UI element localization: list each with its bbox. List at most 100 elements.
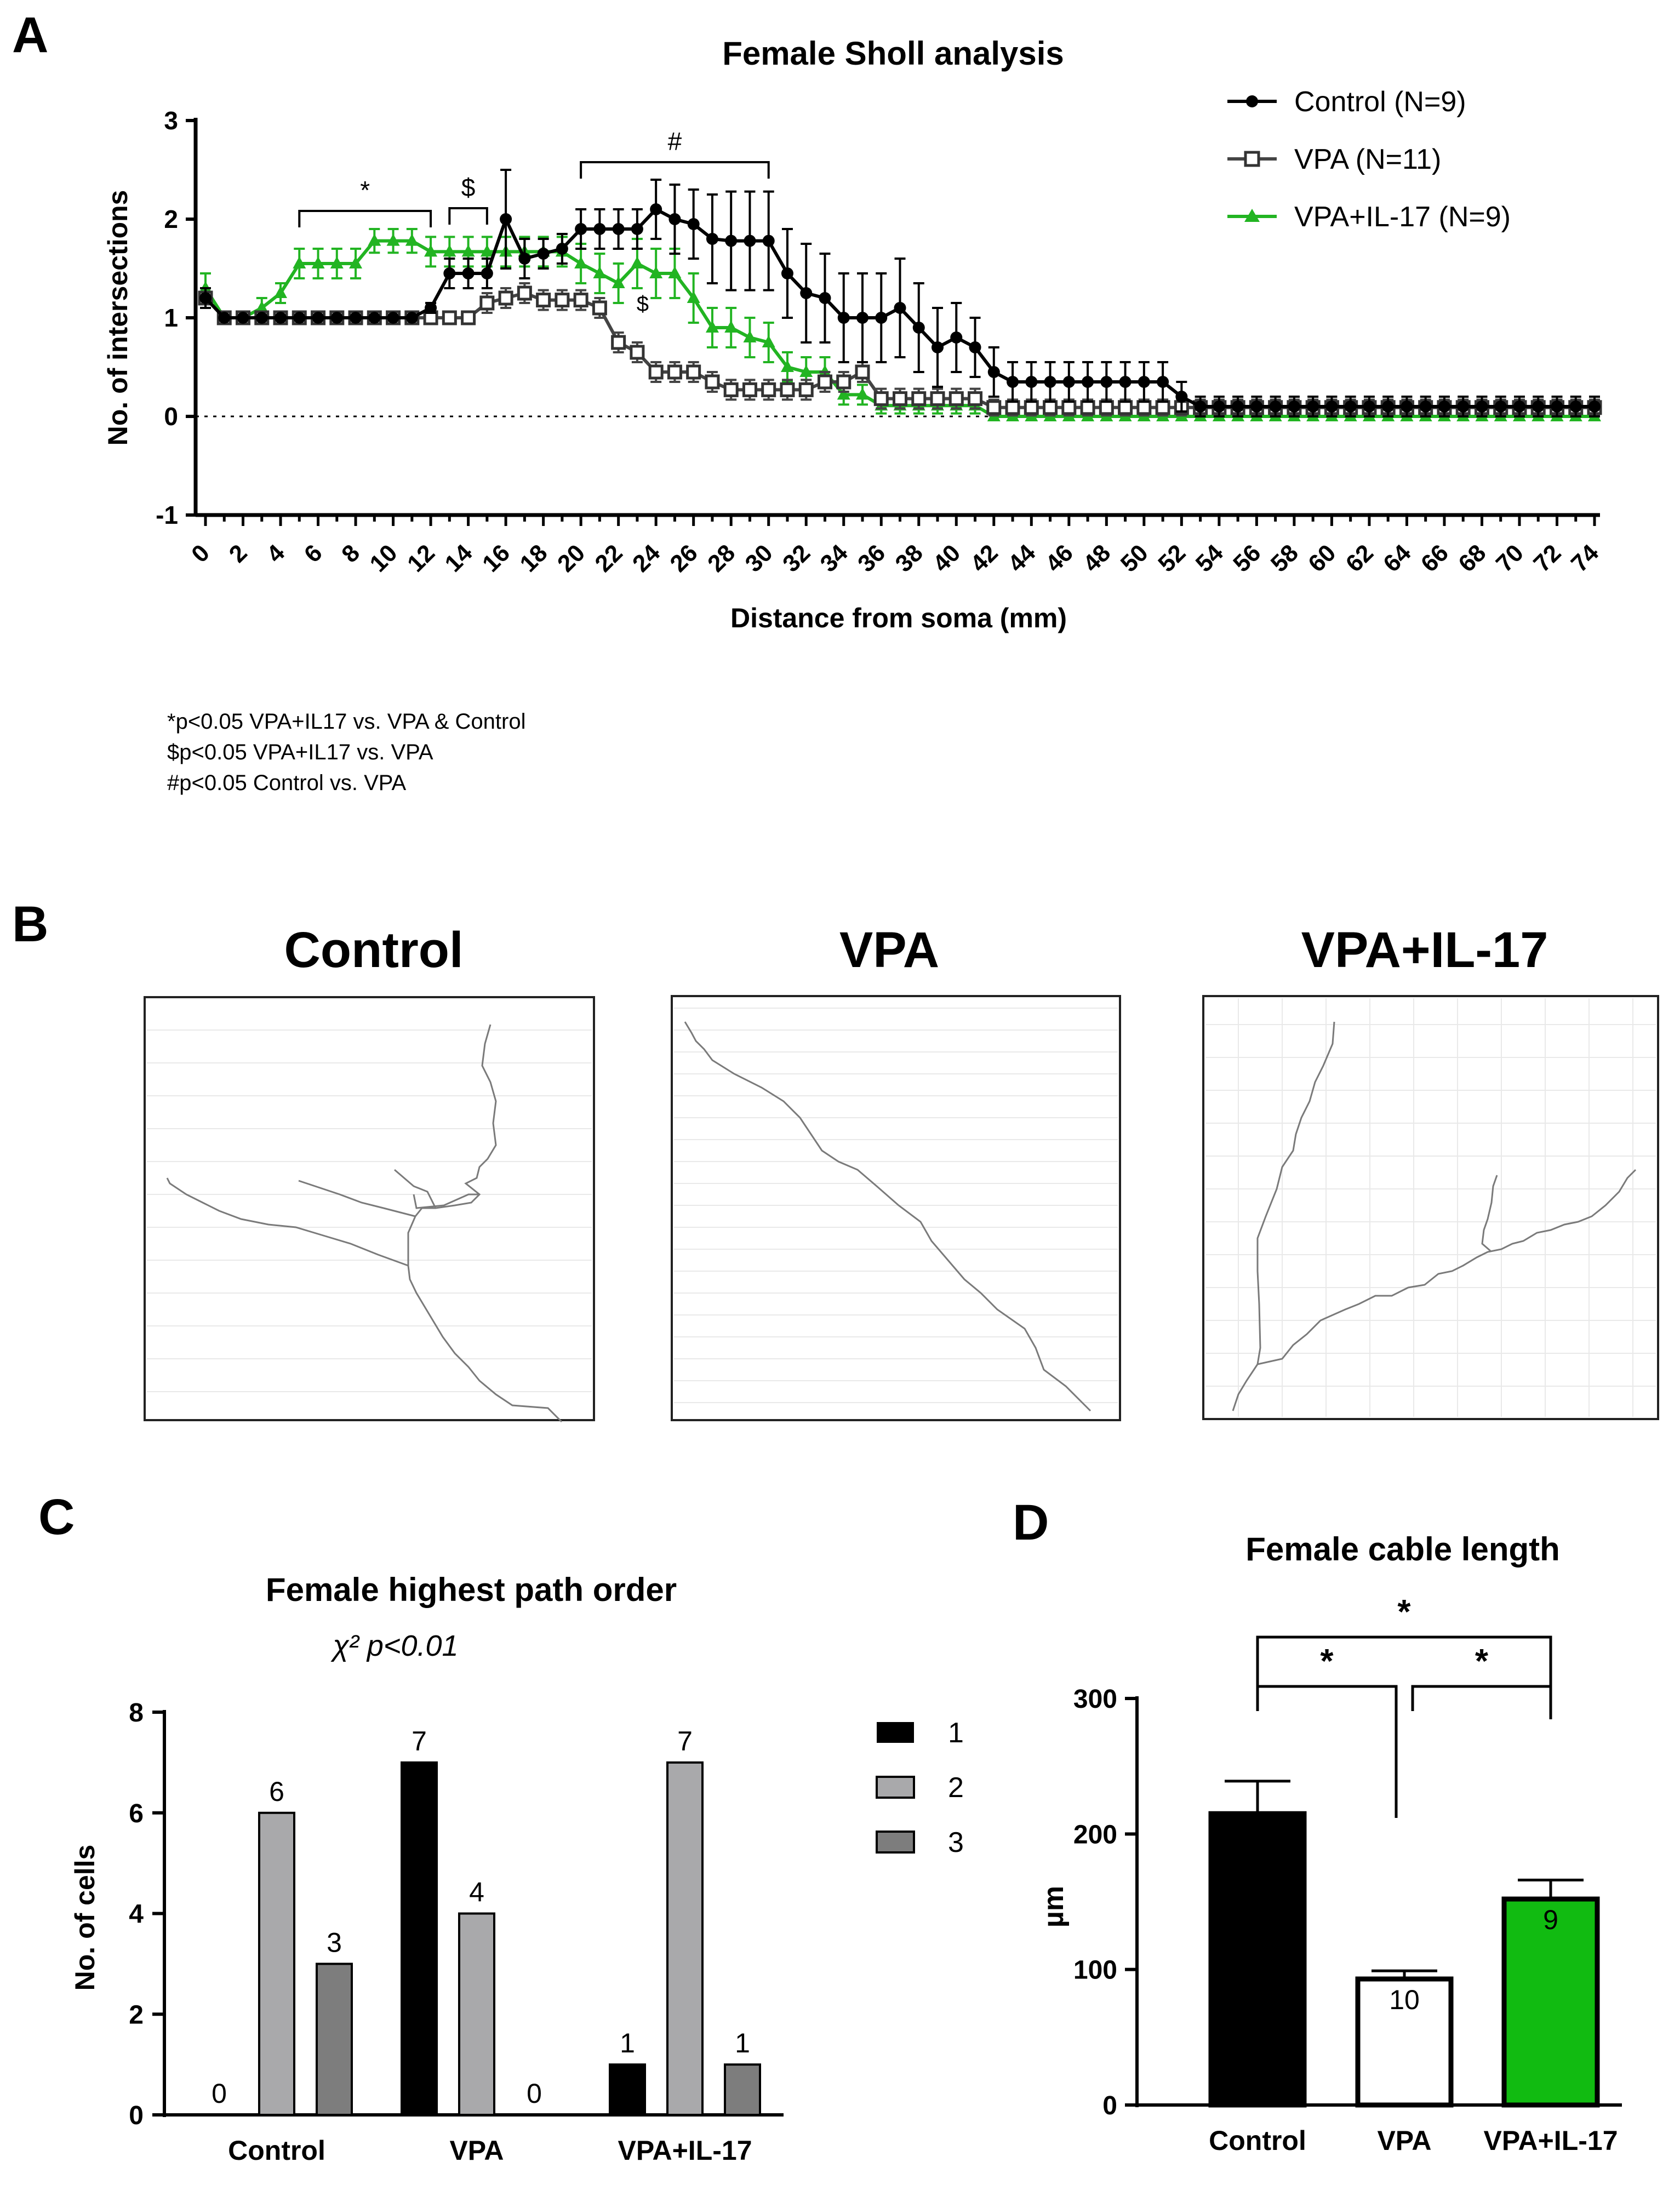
significance-label: # xyxy=(668,127,682,156)
data-point xyxy=(1457,401,1470,413)
x-tick-label: 20 xyxy=(552,539,590,577)
y-tick-label: 3 xyxy=(164,106,178,135)
data-point xyxy=(500,213,512,225)
data-point xyxy=(424,244,438,257)
data-point xyxy=(1099,400,1114,415)
data-point xyxy=(350,312,362,324)
legend-label-order-1: 1 xyxy=(948,1717,964,1749)
x-tick-label: 32 xyxy=(778,539,815,577)
n-label: 9 xyxy=(1543,1904,1558,1935)
x-tick-label: 30 xyxy=(740,539,778,577)
x-tick-label: 42 xyxy=(965,539,1003,577)
y-tick-label: 2 xyxy=(164,205,178,233)
data-point xyxy=(573,293,588,308)
data-point xyxy=(442,310,457,325)
legend-label-vpa: VPA (N=11) xyxy=(1294,144,1441,175)
x-tick-label: 10 xyxy=(364,539,402,577)
data-point xyxy=(873,391,889,407)
data-point xyxy=(1288,401,1300,413)
x-tick-label: 8 xyxy=(336,539,365,568)
data-point xyxy=(1588,401,1601,413)
significance-label: * xyxy=(360,176,370,204)
x-tick-label: 26 xyxy=(665,539,702,577)
bar xyxy=(724,2063,761,2116)
significance-label: $ xyxy=(637,292,649,316)
significance-label: * xyxy=(1320,1643,1334,1680)
data-label: 7 xyxy=(412,1726,427,1757)
data-point xyxy=(536,293,551,308)
legend-label-order-3: 3 xyxy=(948,1827,964,1858)
data-point xyxy=(799,365,813,377)
significance-bracket xyxy=(1256,1635,1552,1697)
data-point xyxy=(1100,376,1113,388)
data-point xyxy=(1005,400,1020,415)
y-tick-label: 0 xyxy=(164,402,178,431)
data-label: 0 xyxy=(527,2078,542,2109)
chart-c-subtitle: χ² p<0.01 xyxy=(330,1629,458,1662)
data-label: 4 xyxy=(469,1877,484,1908)
data-point xyxy=(1232,401,1244,413)
y-tick-label: 300 xyxy=(1073,1685,1117,1714)
data-point xyxy=(855,364,870,380)
data-point xyxy=(1062,376,1075,388)
y-tick-label: 0 xyxy=(1102,2091,1117,2120)
x-tick-label: 14 xyxy=(439,539,478,577)
bar xyxy=(609,2063,646,2116)
data-point xyxy=(1194,401,1207,413)
data-point xyxy=(762,234,775,247)
data-point xyxy=(648,364,664,380)
data-point xyxy=(218,312,231,324)
data-point xyxy=(650,203,662,215)
data-point xyxy=(969,341,981,353)
panel-letter-d: D xyxy=(1013,1495,1049,1551)
data-point xyxy=(443,267,456,279)
chart-a-xlabel: Distance from soma (mm) xyxy=(730,603,1067,633)
data-label: 6 xyxy=(269,1776,284,1807)
data-point xyxy=(705,321,719,333)
data-point xyxy=(798,382,814,397)
data-point xyxy=(293,312,306,324)
x-tick-label: 44 xyxy=(1003,539,1041,577)
x-tick-label: 38 xyxy=(890,539,928,577)
y-tick-label: 200 xyxy=(1073,1820,1117,1849)
data-label: 7 xyxy=(677,1726,693,1757)
bar xyxy=(458,1912,495,2116)
data-point xyxy=(1494,401,1507,413)
panel-b: B Control VPA VPA+IL-17 xyxy=(12,896,1659,1423)
data-point xyxy=(781,267,793,279)
x-tick-label: 48 xyxy=(1078,539,1116,577)
data-point xyxy=(630,256,644,268)
data-point xyxy=(593,266,607,278)
legend-swatch-order-3 xyxy=(876,1831,915,1854)
data-point xyxy=(1401,401,1413,413)
x-tick-label: 60 xyxy=(1303,539,1341,577)
chart-c-title: Female highest path order xyxy=(266,1571,677,1608)
x-tick-label: 50 xyxy=(1116,539,1153,577)
tracing-vpa xyxy=(671,995,1121,1421)
data-point xyxy=(705,374,720,390)
data-point xyxy=(800,287,813,299)
data-point xyxy=(312,312,324,324)
data-point xyxy=(1569,401,1582,413)
data-point xyxy=(274,286,288,298)
x-tick-label: VPA xyxy=(1377,2125,1431,2156)
data-point xyxy=(725,234,738,247)
chart-d-title: Female cable length xyxy=(1245,1531,1560,1568)
tracing-title-vpa: VPA xyxy=(839,922,939,978)
data-point xyxy=(1419,401,1432,413)
data-point xyxy=(517,285,532,301)
data-point xyxy=(330,256,344,268)
data-point xyxy=(649,266,663,278)
data-point xyxy=(968,391,983,407)
data-point xyxy=(761,382,776,397)
legend-marker-vpa xyxy=(1244,151,1260,167)
bar xyxy=(401,1761,438,2116)
data-point xyxy=(1157,376,1169,388)
chart-c-ylabel: No. of cells xyxy=(70,1845,100,1991)
x-tick-label: 64 xyxy=(1378,539,1416,577)
panel-d: D Female cable length µm 0 100 200 300 9 Cont… xyxy=(1013,1495,1622,2156)
x-tick-label: 18 xyxy=(515,539,552,577)
x-tick-label: 46 xyxy=(1041,539,1078,577)
data-point xyxy=(368,312,381,324)
data-point xyxy=(987,366,1000,378)
